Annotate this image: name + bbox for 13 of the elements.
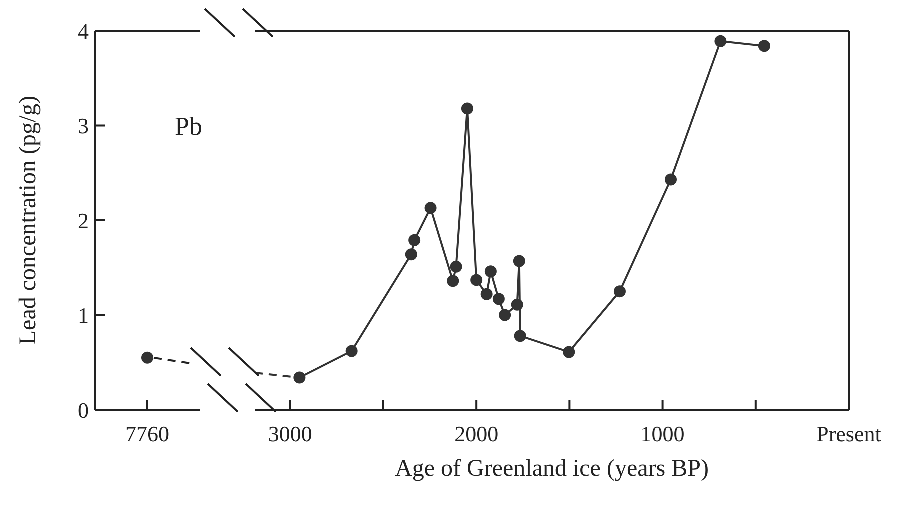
y-tick-label: 0 <box>78 398 89 423</box>
y-tick-label: 3 <box>78 114 89 139</box>
x-tick-label: Present <box>816 422 882 447</box>
annotation: Pb <box>175 112 202 142</box>
x-tick-label: 3000 <box>268 422 312 447</box>
y-tick-label: 2 <box>78 208 89 234</box>
y-tick-label: 4 <box>78 18 89 44</box>
y-axis-title: Lead concentration (pg/g) <box>16 96 42 346</box>
x-tick-label: 7760 <box>126 422 170 447</box>
y-tick-label: 1 <box>78 303 89 328</box>
x-tick-label: 1000 <box>640 422 685 447</box>
x-axis-title: Age of Greenland ice (years BP) <box>395 456 709 482</box>
x-tick-label: 2000 <box>454 422 499 447</box>
